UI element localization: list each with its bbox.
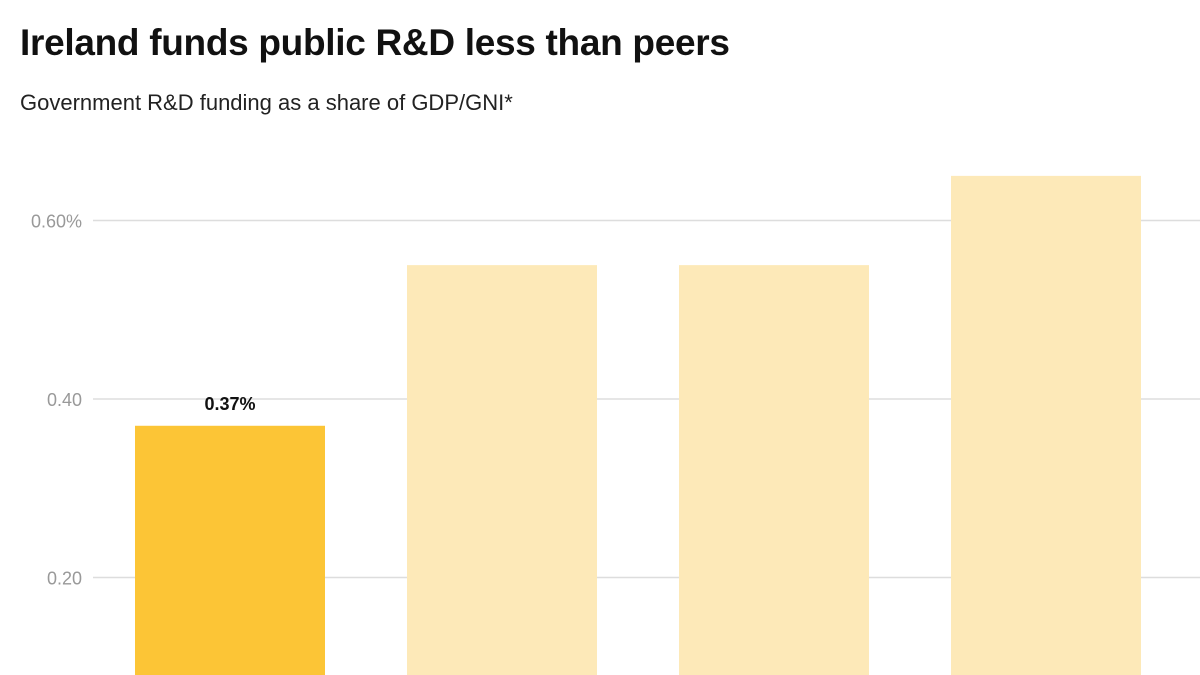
bar-ireland — [135, 425, 325, 675]
y-tick-label: 0.40 — [47, 390, 82, 410]
bar-peer-4 — [951, 175, 1141, 675]
data-label: 0.37% — [204, 394, 255, 414]
bar-peer-3 — [679, 265, 869, 675]
chart-title: Ireland funds public R&D less than peers — [20, 22, 730, 63]
bar-peer-2 — [407, 265, 597, 675]
chart-subtitle: Government R&D funding as a share of GDP… — [20, 90, 513, 115]
y-tick-label: 0.20 — [47, 569, 82, 589]
y-tick-label: 0.60% — [31, 212, 82, 232]
